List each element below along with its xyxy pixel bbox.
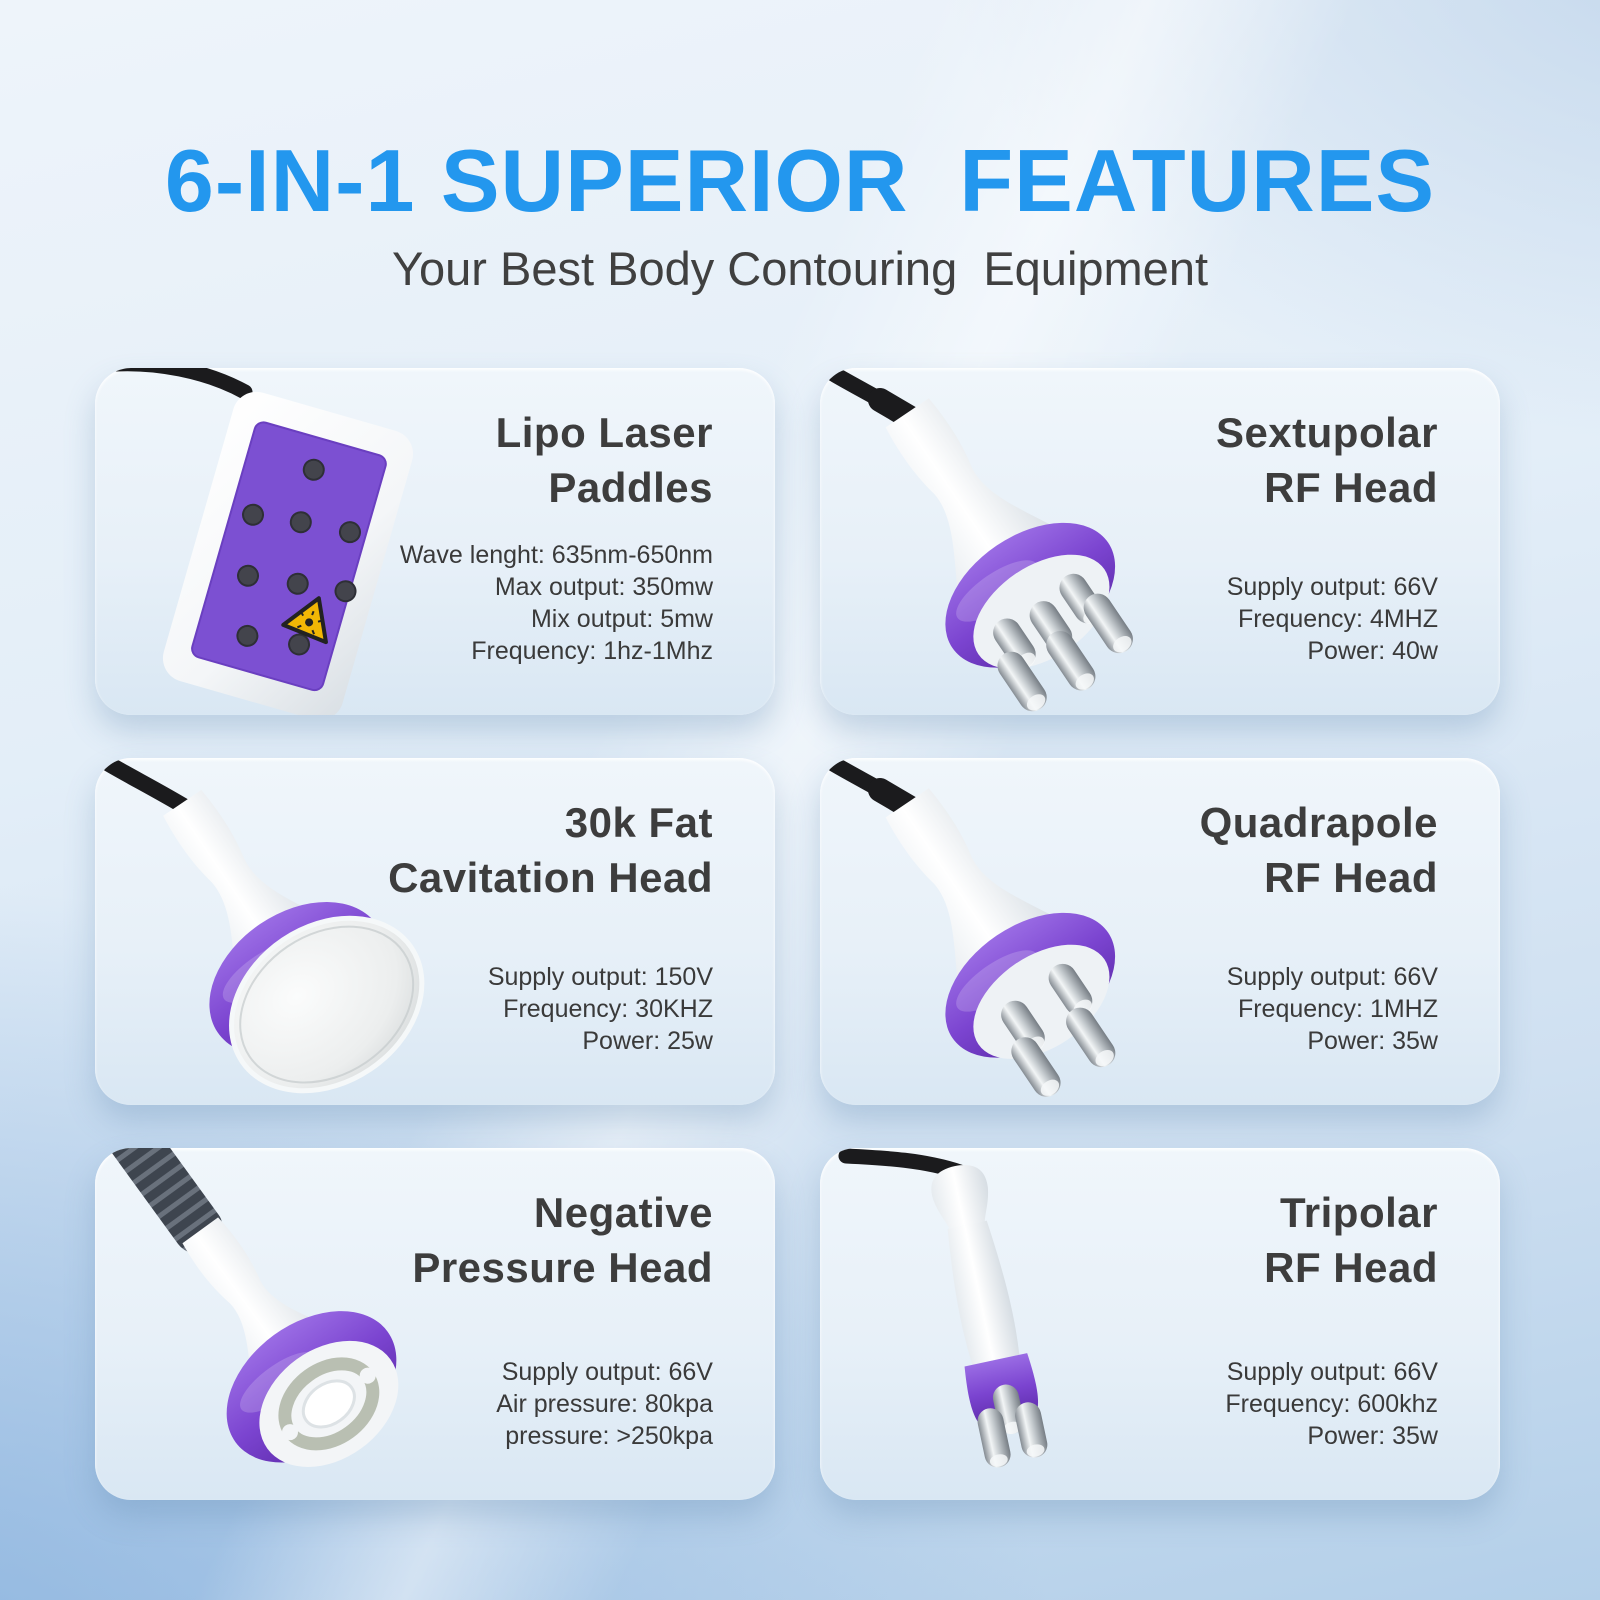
card-negative-pressure-head: Negative Pressure Head Supply output: 66V… — [95, 1148, 775, 1500]
cavitation-head-icon — [101, 758, 425, 1094]
lipo-laser-paddle-icon — [108, 368, 414, 715]
card-cavitation-head: 30k Fat Cavitation Head Supply output: 15… — [95, 758, 775, 1105]
card-specs: Supply output: 66V Frequency: 1MHZ Power… — [1227, 961, 1438, 1057]
card-title: Negative Pressure Head — [412, 1186, 713, 1295]
quadrapole-rf-head-image — [820, 758, 1190, 1105]
card-text: 30k Fat Cavitation Head Supply output: 15… — [388, 758, 713, 1105]
card-title-line: RF Head — [1264, 853, 1438, 901]
page-subtitle: Your Best Body Contouring Equipment — [391, 242, 1209, 295]
card-title-line: RF Head — [1264, 1243, 1438, 1291]
negative-pressure-head-icon — [95, 1148, 399, 1467]
card-title-line: Paddles — [548, 463, 713, 511]
card-title: 30k Fat Cavitation Head — [388, 796, 713, 905]
spec-line: pressure: >250kpa — [505, 1422, 713, 1450]
card-title-line: Cavitation Head — [388, 853, 713, 901]
spec-line: Supply output: 66V — [1226, 573, 1438, 601]
card-text: Tripolar RF Head Supply output: 66V Frequ… — [1225, 1148, 1438, 1500]
spec-line: Frequency: 1hz-1Mhz — [471, 637, 713, 665]
spec-line: Wave lenght: 635nm-650nm — [399, 541, 713, 569]
card-sextupolar-rf-head: Sextupolar RF Head Supply output: 66V Fre… — [820, 368, 1500, 715]
spec-line: Max output: 350mw — [494, 573, 713, 601]
quadrapole-rf-head-icon — [826, 758, 1116, 1097]
spec-line: Frequency: 4MHZ — [1237, 605, 1438, 633]
card-title-line: Lipo Laser — [495, 409, 713, 456]
card-title-line: Sextupolar — [1215, 409, 1438, 456]
card-text: Lipo Laser Paddles Wave lenght: 635nm-650… — [400, 368, 713, 715]
card-specs: Supply output: 66V Frequency: 4MHZ Power… — [1227, 571, 1438, 667]
card-title-line: 30k Fat — [564, 799, 713, 846]
spec-line: Air pressure: 80kpa — [496, 1390, 713, 1418]
card-text: Quadrapole RF Head Supply output: 66V Fre… — [1200, 758, 1438, 1105]
feature-card-grid: Lipo Laser Paddles Wave lenght: 635nm-650… — [95, 368, 1500, 1500]
card-title-line: Pressure Head — [412, 1243, 713, 1291]
card-specs: Supply output: 150V Frequency: 30KHZ Pow… — [488, 961, 713, 1057]
spec-line: Frequency: 600khz — [1225, 1390, 1438, 1418]
card-title-line: Tripolar — [1279, 1189, 1438, 1236]
spec-line: Power: 40w — [1307, 637, 1438, 665]
card-title: Tripolar RF Head — [1264, 1186, 1438, 1295]
spec-line: Mix output: 5mw — [530, 605, 713, 633]
spec-line: Frequency: 30KHZ — [503, 995, 713, 1023]
tripolar-rf-head-icon — [838, 1148, 1048, 1468]
spec-line: Supply output: 66V — [501, 1358, 713, 1386]
spec-line: Supply output: 66V — [1226, 1358, 1438, 1386]
card-text: Negative Pressure Head Supply output: 66V… — [412, 1148, 713, 1500]
spec-line: Power: 35w — [1307, 1422, 1438, 1450]
sextupolar-rf-head-icon — [826, 368, 1133, 712]
card-text: Sextupolar RF Head Supply output: 66V Fre… — [1216, 368, 1438, 715]
card-specs: Supply output: 66V Frequency: 600khz Pow… — [1225, 1356, 1438, 1452]
spec-line: Power: 35w — [1307, 1027, 1438, 1055]
cavitation-head-image — [95, 758, 465, 1105]
card-title-line: RF Head — [1264, 463, 1438, 511]
spec-line: Supply output: 66V — [1226, 963, 1438, 991]
card-title: Lipo Laser Paddles — [496, 406, 713, 515]
spec-line: Power: 25w — [582, 1027, 713, 1055]
card-title-line: Quadrapole — [1199, 799, 1438, 846]
card-quadrapole-rf-head: Quadrapole RF Head Supply output: 66V Fre… — [820, 758, 1500, 1105]
spec-line: Supply output: 150V — [487, 963, 713, 991]
tripolar-rf-head-image — [820, 1148, 1190, 1500]
sextupolar-rf-head-image — [820, 368, 1190, 715]
card-lipo-laser-paddles: Lipo Laser Paddles Wave lenght: 635nm-650… — [95, 368, 775, 715]
page-title: 6-IN-1 SUPERIOR FEATURES — [164, 131, 1436, 230]
card-title-line: Negative — [533, 1189, 713, 1236]
card-tripolar-rf-head: Tripolar RF Head Supply output: 66V Frequ… — [820, 1148, 1500, 1500]
card-specs: Wave lenght: 635nm-650nm Max output: 350… — [400, 539, 713, 667]
card-title: Sextupolar RF Head — [1216, 406, 1438, 515]
card-specs: Supply output: 66V Air pressure: 80kpa p… — [496, 1356, 713, 1452]
negative-pressure-head-image — [95, 1148, 465, 1500]
card-title: Quadrapole RF Head — [1200, 796, 1438, 905]
lipo-laser-paddle-image — [95, 368, 465, 715]
spec-line: Frequency: 1MHZ — [1237, 995, 1438, 1023]
